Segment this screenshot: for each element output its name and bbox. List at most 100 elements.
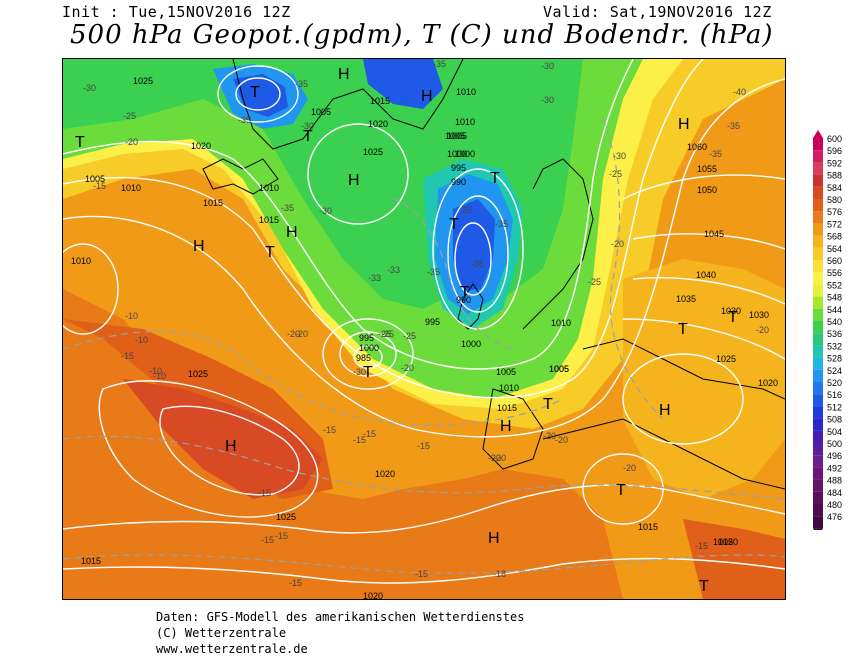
- isobar-value: 1025: [276, 512, 296, 522]
- isobar-value: 1000: [447, 149, 467, 159]
- color-scale-bar: 600 596 592 588 584 580 576 572 568 564 560 556 552 5…: [813, 130, 842, 537]
- temp-value: -35: [495, 219, 508, 229]
- isobar-value: 1015: [81, 556, 101, 566]
- footer-copyright: (C) Wetterzentrale: [156, 626, 287, 640]
- scale-swatch: [813, 247, 823, 260]
- isobar-value: 1000: [359, 343, 379, 353]
- low-label: T: [699, 578, 709, 595]
- scale-swatch: [813, 491, 823, 504]
- isobar-value: 1020: [375, 469, 395, 479]
- isobar-value: 1015: [497, 403, 517, 413]
- isoline-low-west-3: [353, 345, 383, 369]
- isobar-value: 1060: [687, 142, 707, 152]
- temp-value: -40: [733, 87, 746, 97]
- scale-value: 596: [827, 146, 842, 156]
- isoline-east-4: [622, 318, 785, 360]
- scale-swatch: [813, 150, 823, 163]
- scale-value: 544: [827, 305, 842, 315]
- temp-value: -20: [611, 239, 624, 249]
- scale-swatch: [813, 321, 823, 334]
- isobar-value: 1000: [461, 339, 481, 349]
- temp-value: -20: [287, 329, 300, 339]
- scale-value: 520: [827, 378, 842, 388]
- temp-value: -25: [403, 331, 416, 341]
- isobar-value: 1010: [71, 256, 91, 266]
- temp-value: -20: [493, 453, 506, 463]
- init-time: Init : Tue,15NOV2016 12Z: [62, 3, 291, 21]
- coast-mediterranean: [542, 418, 785, 490]
- isoline-east-3: [632, 277, 785, 305]
- isobar-labels: 1025 1015 1010 1005 1000 1020 1010 1005 …: [63, 59, 778, 599]
- high-label: H: [659, 402, 671, 419]
- scale-swatch: [813, 467, 823, 480]
- isobar-value: 1035: [676, 294, 696, 304]
- temp-value: -33: [368, 273, 381, 283]
- isobar-value: 1015: [203, 198, 223, 208]
- coast-scandinavia: [522, 158, 594, 330]
- isotherm-2: [63, 435, 785, 500]
- isoline-high-balkan: [622, 353, 744, 445]
- temp-value: -30: [541, 61, 554, 71]
- isobar-value: 1015: [259, 215, 279, 225]
- coast-central-europe: [582, 338, 785, 400]
- scale-swatch: [813, 418, 823, 431]
- temp-value: -30: [301, 121, 314, 131]
- isoline-trough-3: [454, 222, 492, 296]
- temperature-labels: -30 -35 -35 -35 -30 -35 -35 -40 -30 -25 …: [83, 59, 769, 588]
- high-label: H: [421, 88, 433, 105]
- scale-value: 584: [827, 183, 842, 193]
- isobar-value: 1025: [363, 147, 383, 157]
- isobar-value: 1055: [697, 164, 717, 174]
- temp-value: -25: [378, 329, 391, 339]
- scale-swatch: [813, 308, 823, 321]
- temp-value: -15: [275, 531, 288, 541]
- scale-swatch: [813, 345, 823, 358]
- temp-value: -15: [415, 569, 428, 579]
- isobar-value: 1015: [63, 59, 83, 61]
- temp-value: -20: [401, 363, 414, 373]
- isoline-low-north-2: [235, 77, 281, 111]
- footer-data-source: Daten: GFS-Modell des amerikanischen Wet…: [156, 610, 525, 624]
- low-label: T: [490, 170, 500, 187]
- isobar-value: 985: [356, 353, 371, 363]
- isotherms: [63, 118, 785, 574]
- scale-top-arrow: [813, 130, 823, 138]
- weather-map: H H H H H H H H H H T T T T T T T T T T …: [62, 58, 786, 600]
- scale-value: 540: [827, 317, 842, 327]
- high-label: H: [348, 172, 360, 189]
- scale-value: 568: [827, 232, 842, 242]
- scale-swatch: [813, 296, 823, 309]
- temp-value: -20: [295, 329, 308, 339]
- temp-value: -15: [261, 535, 274, 545]
- temp-value: -30: [613, 151, 626, 161]
- isobar-value: 1015: [713, 537, 733, 547]
- high-label: H: [193, 238, 205, 255]
- isoline-low-west-2: [339, 331, 397, 377]
- temp-value: -35: [281, 203, 294, 213]
- isobar-value: 1010: [456, 87, 476, 97]
- scale-swatch: [813, 479, 823, 492]
- temp-value: -10: [125, 311, 138, 321]
- isobar-value: 1020: [363, 591, 383, 599]
- isobar-value: 1030: [721, 306, 741, 316]
- isoline-low-west-1: [322, 318, 414, 390]
- isobar-value: 1000: [455, 149, 475, 159]
- scale-value: 496: [827, 451, 842, 461]
- isobar-value: 1040: [696, 270, 716, 280]
- scale-swatch: [813, 406, 823, 419]
- coastlines: [202, 59, 785, 490]
- scale-value: 492: [827, 463, 842, 473]
- isotherm-5: [602, 118, 664, 420]
- low-label: T: [303, 128, 313, 145]
- scale-value: 576: [827, 207, 842, 217]
- temp-value: -10: [149, 366, 162, 376]
- isobar-value: 1005: [447, 131, 467, 141]
- scale-value: 512: [827, 402, 842, 412]
- scale-value: 572: [827, 219, 842, 229]
- isobar-value: 1025: [716, 354, 736, 364]
- temp-value: -30: [541, 95, 554, 105]
- isobar-value: 1010: [499, 383, 519, 393]
- coast-british-isles: [457, 283, 484, 330]
- scale-value: 564: [827, 244, 842, 254]
- isobar-value: 1020: [368, 119, 388, 129]
